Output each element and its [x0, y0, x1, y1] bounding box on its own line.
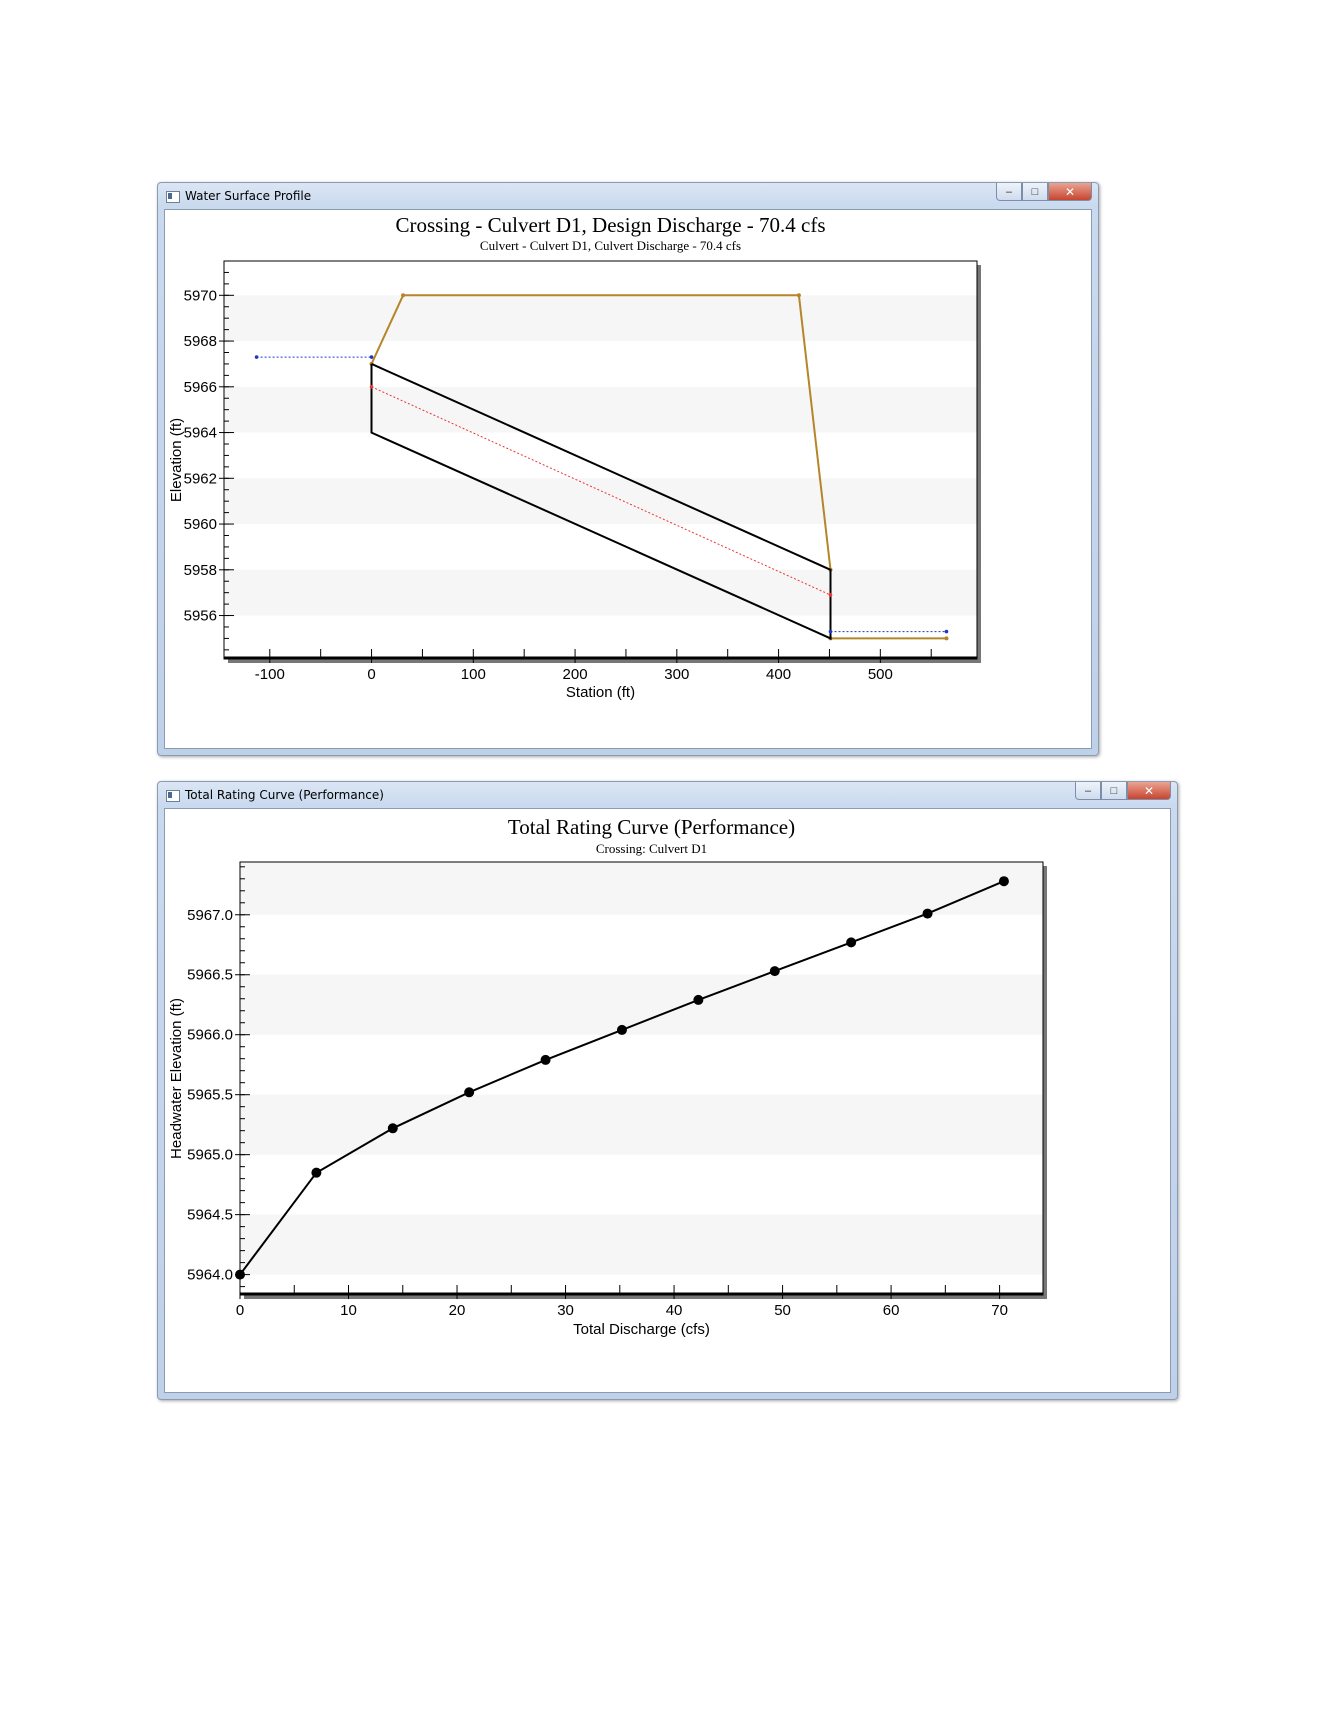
x-tick-label: 10: [340, 1302, 357, 1319]
maximize-button[interactable]: □: [1022, 183, 1048, 201]
x-tick-label: 50: [774, 1302, 791, 1319]
water-surface-profile-window: Water Surface Profile – □ ✕ Crossing - C…: [157, 182, 1099, 756]
x-tick-label: 100: [461, 666, 486, 683]
grid-band: [240, 1094, 1043, 1155]
data-point: [387, 1123, 398, 1134]
y-tick-label: 5970: [184, 287, 217, 304]
y-tick-label: 5966.5: [187, 967, 233, 984]
data-point: [401, 293, 406, 298]
data-point: [944, 629, 949, 634]
y-tick-label: 5966.0: [187, 1027, 233, 1044]
y-tick-label: 5966: [184, 379, 217, 396]
chart-title: Total Rating Curve (Performance): [508, 815, 795, 839]
x-tick-label: 70: [991, 1302, 1008, 1319]
series-line: [370, 294, 947, 640]
x-tick-label: 400: [766, 666, 791, 683]
series-line: [371, 386, 831, 596]
y-tick-label: 5960: [184, 516, 217, 533]
water-surface-profile-chart: Crossing - Culvert D1, Design Discharge …: [168, 213, 981, 701]
y-tick-label: 5962: [184, 470, 217, 487]
data-point: [828, 593, 833, 597]
window-controls: – □ ✕: [996, 183, 1092, 201]
y-tick-label: 5964.5: [187, 1207, 233, 1224]
data-point: [464, 1087, 475, 1098]
chart-area: Total Rating Curve (Performance) Crossing…: [164, 808, 1171, 1393]
grid-band: [224, 295, 977, 342]
x-tick-label: 40: [666, 1302, 683, 1319]
x-tick-label: 30: [557, 1302, 574, 1319]
data-point: [311, 1167, 322, 1178]
grid-band: [240, 974, 1043, 1035]
x-tick-label: 300: [664, 666, 689, 683]
close-button[interactable]: ✕: [1127, 782, 1171, 800]
y-tick-label: 5956: [184, 608, 217, 625]
x-axis-label: Total Discharge (cfs): [573, 1321, 710, 1338]
total-rating-curve-chart: Total Rating Curve (Performance) Crossing…: [168, 815, 1047, 1338]
y-tick-label: 5958: [184, 562, 217, 579]
x-tick-label: 500: [868, 666, 893, 683]
data-point: [796, 293, 801, 298]
chart-area: Crossing - Culvert D1, Design Discharge …: [164, 209, 1092, 749]
x-tick-label: 200: [563, 666, 588, 683]
chart-subtitle: Culvert - Culvert D1, Culvert Discharge …: [480, 238, 741, 253]
y-tick-label: 5967.0: [187, 907, 233, 924]
minimize-button[interactable]: –: [1075, 782, 1101, 800]
chart-subtitle: Crossing: Culvert D1: [596, 841, 707, 856]
grid-band: [224, 478, 977, 525]
y-axis-label: Headwater Elevation (ft): [168, 998, 185, 1159]
y-tick-label: 5968: [184, 333, 217, 350]
close-button[interactable]: ✕: [1048, 183, 1092, 201]
window-titlebar[interactable]: Total Rating Curve (Performance) – □ ✕: [158, 782, 1177, 808]
x-axis-label: Station (ft): [566, 684, 635, 701]
chart-title: Crossing - Culvert D1, Design Discharge …: [395, 213, 825, 237]
data-point: [369, 355, 374, 359]
data-point: [540, 1054, 551, 1065]
data-point: [846, 937, 857, 948]
data-point: [944, 636, 949, 641]
y-axis-label: Elevation (ft): [168, 418, 185, 502]
x-tick-label: 60: [883, 1302, 900, 1319]
data-point: [828, 629, 833, 634]
data-point: [922, 908, 933, 919]
window-controls: – □ ✕: [1075, 782, 1171, 800]
x-tick-label: -100: [255, 666, 285, 683]
grid-band: [224, 569, 977, 616]
app-icon[interactable]: [166, 790, 180, 802]
window-title: Water Surface Profile: [185, 189, 312, 203]
window-titlebar[interactable]: Water Surface Profile – □ ✕: [158, 183, 1098, 209]
grid-band: [240, 1214, 1043, 1275]
minimize-button[interactable]: –: [996, 183, 1022, 201]
series-line: [370, 362, 832, 640]
data-point: [998, 876, 1009, 887]
data-point: [369, 385, 374, 389]
y-tick-label: 5965.0: [187, 1147, 233, 1164]
data-point: [235, 1269, 245, 1280]
x-tick-label: 0: [367, 666, 375, 683]
y-tick-label: 5965.5: [187, 1087, 233, 1104]
app-icon[interactable]: [166, 191, 180, 203]
maximize-button[interactable]: □: [1101, 782, 1127, 800]
y-tick-label: 5964.0: [187, 1267, 233, 1284]
total-rating-curve-window: Total Rating Curve (Performance) – □ ✕ T…: [157, 781, 1178, 1400]
window-title: Total Rating Curve (Performance): [185, 788, 384, 802]
y-tick-label: 5964: [184, 425, 217, 442]
data-point: [769, 966, 780, 977]
grid-band: [240, 862, 1043, 915]
data-point: [616, 1024, 627, 1035]
x-tick-label: 20: [449, 1302, 466, 1319]
grid-band: [224, 386, 977, 433]
data-point: [693, 994, 704, 1005]
data-point: [254, 355, 259, 359]
x-tick-label: 0: [236, 1302, 244, 1319]
